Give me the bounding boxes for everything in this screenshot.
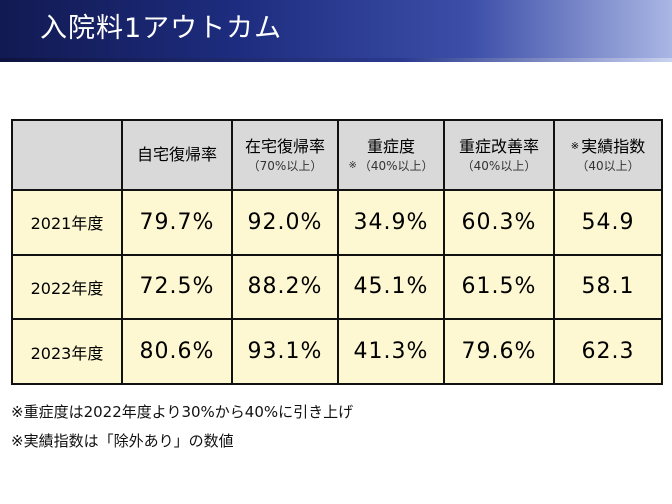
header-threshold: （70%以上）: [247, 159, 323, 173]
header-cell-severity-improvement-rate: 重症改善率 （40%以上）: [443, 119, 555, 191]
footnote-severity: ※重症度は2022年度より30%から40%に引き上げ: [11, 403, 354, 421]
value-cell: 34.9%: [337, 189, 445, 256]
outcome-table-container: 自宅復帰率 在宅復帰率 （70%以上） 重症度 ※ （40%以上） 重症改善率 （…: [11, 119, 663, 385]
footnote-performance-index: ※実績指数は「除外あり」の数値: [11, 432, 234, 450]
header-label: 重症改善率: [458, 137, 539, 156]
value-cell: 92.0%: [231, 189, 339, 256]
value-cell: 93.1%: [231, 318, 339, 385]
table-row-2021: 2021年度 79.7% 92.0% 34.9% 60.3% 54.9: [11, 189, 663, 256]
header-label: 重症度: [366, 136, 415, 156]
outcome-table: 自宅復帰率 在宅復帰率 （70%以上） 重症度 ※ （40%以上） 重症改善率 （…: [11, 119, 663, 385]
header-cell-home-return-rate: 自宅復帰率: [121, 119, 233, 191]
note-mark: ※: [348, 160, 357, 172]
row-year-label: 2022年度: [11, 253, 123, 321]
header-label: 在宅復帰率: [244, 137, 325, 156]
slide-title: 入院料1アウトカム: [40, 13, 283, 44]
header-threshold: （40%以上）: [461, 159, 537, 173]
value-cell: 61.5%: [443, 253, 555, 321]
value-cell: 60.3%: [443, 189, 555, 256]
header-underline: [0, 58, 672, 62]
value-cell: 79.6%: [443, 318, 555, 385]
value-cell: 88.2%: [231, 253, 339, 321]
footnotes: ※重症度は2022年度より30%から40%に引き上げ ※実績指数は「除外あり」の…: [11, 398, 651, 456]
table-row-2022: 2022年度 72.5% 88.2% 45.1% 61.5% 58.1: [11, 253, 663, 321]
header-cell-severity: 重症度 ※ （40%以上）: [337, 119, 445, 191]
row-year-label: 2023年度: [11, 318, 123, 385]
header-corner-cell: [11, 119, 123, 191]
value-cell: 58.1: [553, 253, 663, 321]
table-row-2023: 2023年度 80.6% 93.1% 41.3% 79.6% 62.3: [11, 318, 663, 385]
row-year-label: 2021年度: [11, 189, 123, 256]
header-threshold: （40以上）: [576, 159, 640, 174]
value-cell: 80.6%: [121, 318, 233, 385]
value-cell: 72.5%: [121, 253, 233, 321]
table-header-row: 自宅復帰率 在宅復帰率 （70%以上） 重症度 ※ （40%以上） 重症改善率 （…: [11, 119, 663, 191]
note-mark: ※: [570, 141, 580, 153]
value-cell: 41.3%: [337, 318, 445, 385]
value-cell: 62.3: [553, 318, 663, 385]
header-label: 自宅復帰率: [136, 145, 217, 164]
value-cell: 45.1%: [337, 253, 445, 321]
header-label-line: ※ 実績指数: [555, 136, 661, 159]
slide-header: 入院料1アウトカム: [0, 0, 672, 62]
header-label: 実績指数: [581, 136, 646, 156]
value-cell: 54.9: [553, 189, 663, 256]
header-cell-performance-index: ※ 実績指数 （40以上）: [553, 119, 663, 191]
header-threshold-line: ※ （40%以上）: [339, 158, 443, 175]
value-cell: 79.7%: [121, 189, 233, 256]
header-threshold: （40%以上）: [358, 158, 434, 173]
header-cell-home-care-return-rate: 在宅復帰率 （70%以上）: [231, 119, 339, 191]
